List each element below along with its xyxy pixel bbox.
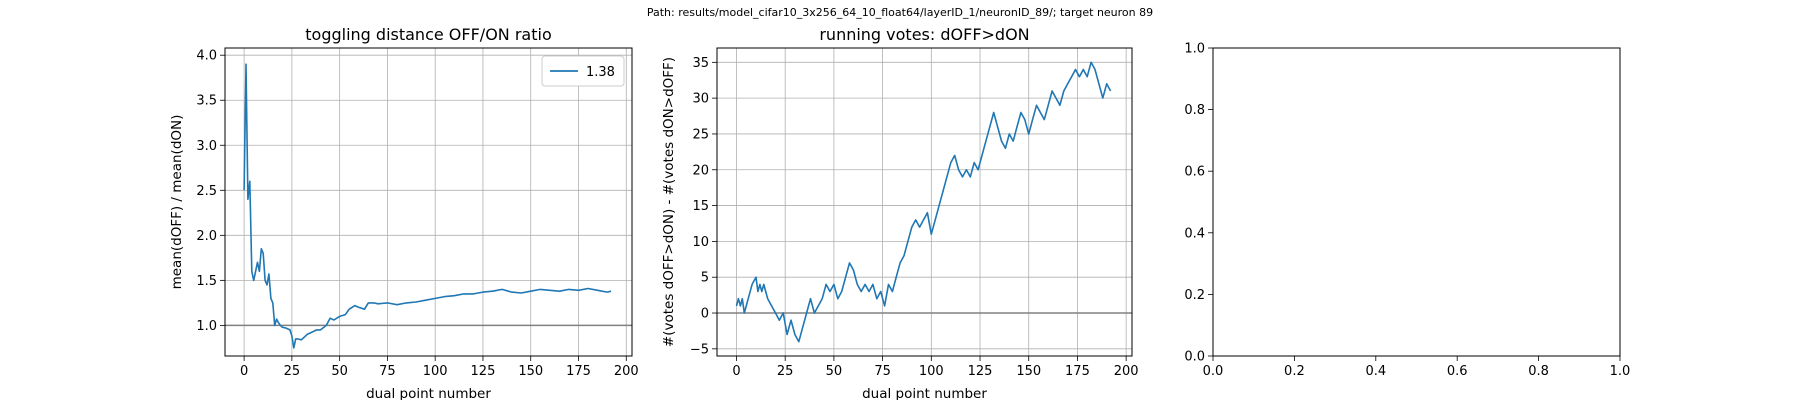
y-tick-label: 25 <box>692 127 709 142</box>
series-line-1 <box>735 61 1112 343</box>
y-tick-label: 15 <box>692 199 709 214</box>
x-tick-label: 125 <box>968 364 993 379</box>
x-tick-label: 1.0 <box>1610 364 1631 379</box>
x-tick-label: 25 <box>777 364 794 379</box>
x-tick-label: 0.0 <box>1203 364 1224 379</box>
x-tick-label: 175 <box>1065 364 1090 379</box>
x-tick-label: 150 <box>518 364 543 379</box>
x-tick-label: 125 <box>471 364 496 379</box>
x-tick-label: 0 <box>240 364 248 379</box>
y-tick-label: 5 <box>701 271 709 286</box>
x-tick-label: 0 <box>732 364 740 379</box>
x-axis-label: dual point number <box>366 386 491 400</box>
x-tick-label: 0.4 <box>1365 364 1386 379</box>
y-tick-label: 0 <box>701 307 709 322</box>
y-tick-label: 10 <box>692 235 709 250</box>
y-tick-label: 1.0 <box>1184 42 1205 57</box>
figure-suptitle: Path: results/model_cifar10_3x256_64_10_… <box>646 6 1154 19</box>
y-tick-label: 2.5 <box>196 184 217 199</box>
x-tick-label: 50 <box>826 364 843 379</box>
y-axis-label: #(votes dOFF>dON) - #(votes dON>dOFF) <box>661 57 677 347</box>
chart-title: toggling distance OFF/ON ratio <box>305 25 551 44</box>
legend-box <box>541 55 625 87</box>
y-tick-label: 1.0 <box>196 319 217 334</box>
chart-panel-3: 0.0 0.2 0.4 0.6 0.8 1.0 0.0 0.2 0.4 0.6 0.8 1.0 <box>1184 42 1630 380</box>
x-axis-label: dual point number <box>862 386 987 400</box>
y-tick-label: 0.6 <box>1184 165 1205 180</box>
y-tick-label: −5 <box>690 342 709 357</box>
x-tick-label: 200 <box>614 364 639 379</box>
y-tick-label: 0.4 <box>1184 226 1205 241</box>
chart-panel-2: 0 25 50 75 100 125 150 175 200 −5 0 5 10 15 20 25 30 35 ru… <box>661 25 1139 400</box>
x-tick-label: 175 <box>566 364 591 379</box>
series-line-1 <box>243 63 612 349</box>
x-tick-label: 150 <box>1016 364 1041 379</box>
x-tick-label: 0.6 <box>1447 364 1468 379</box>
x-tick-label: 100 <box>423 364 448 379</box>
axes-frame <box>224 47 633 357</box>
y-tick-label: 0.8 <box>1184 103 1205 118</box>
y-tick-label: 4.0 <box>196 49 217 64</box>
x-tick-label: 100 <box>919 364 944 379</box>
x-tick-label: 0.8 <box>1528 364 1549 379</box>
x-tick-label: 200 <box>1114 364 1139 379</box>
y-tick-label: 3.0 <box>196 139 217 154</box>
y-tick-label: 20 <box>692 163 709 178</box>
legend-entry: 1.38 <box>586 65 615 80</box>
x-tick-label: 50 <box>331 364 348 379</box>
y-tick-label: 0.0 <box>1184 350 1205 365</box>
y-axis-label: mean(dOFF) / mean(dON) <box>169 115 185 290</box>
axes-frame <box>716 47 1133 357</box>
x-tick-label: 25 <box>284 364 301 379</box>
axes-frame <box>1212 47 1621 357</box>
x-tick-label: 75 <box>874 364 891 379</box>
chart-title: running votes: dOFF>dON <box>819 25 1029 44</box>
y-tick-label: 2.0 <box>196 229 217 244</box>
y-tick-label: 30 <box>692 92 709 107</box>
x-tick-label: 75 <box>379 364 396 379</box>
y-tick-label: 35 <box>692 56 709 71</box>
legend: 1.38 <box>541 55 625 87</box>
y-tick-label: 0.2 <box>1184 288 1205 303</box>
x-tick-label: 0.2 <box>1284 364 1305 379</box>
chart-panel-1: 0 25 50 75 100 125 150 175 200 1.0 1.5 2.0 2.5 3.0 3.5… <box>169 25 639 400</box>
y-tick-label: 3.5 <box>196 94 217 109</box>
y-tick-label: 1.5 <box>196 274 217 289</box>
